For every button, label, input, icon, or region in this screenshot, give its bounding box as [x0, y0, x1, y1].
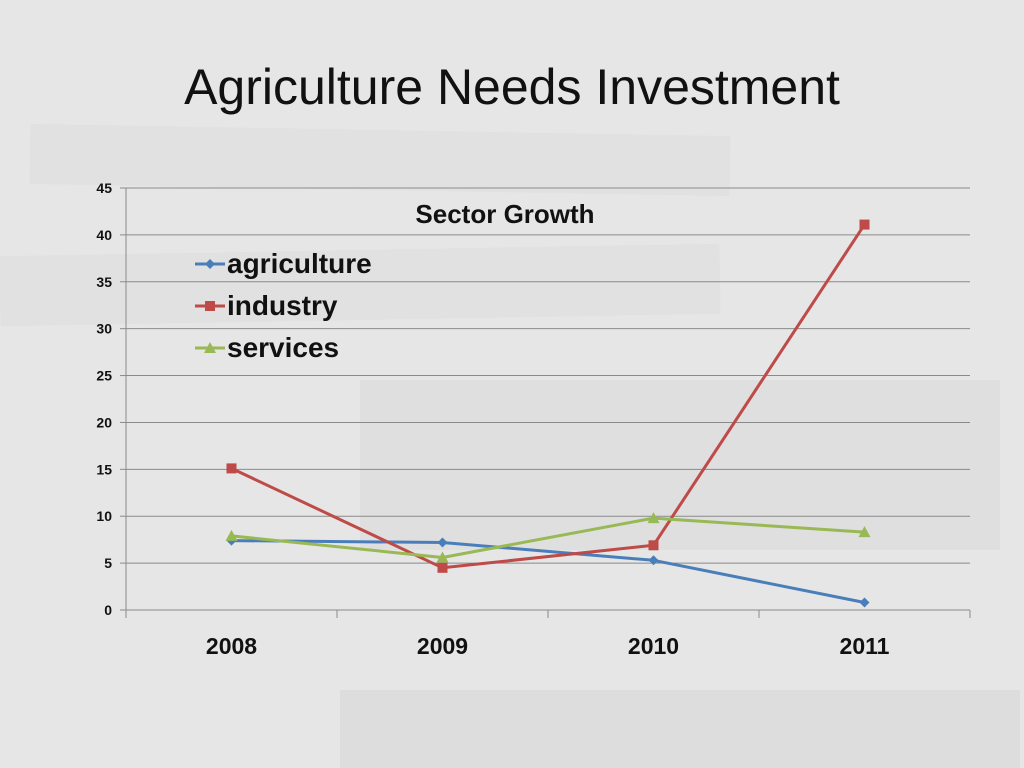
x-axis-ticks: 2008 2009 2010 2011 [125, 610, 971, 659]
legend-marker [204, 342, 216, 353]
data-point [859, 219, 870, 230]
y-tick-label: 45 [96, 180, 112, 196]
legend-item: industry [195, 290, 338, 321]
series-services [225, 512, 871, 563]
series-line [230, 223, 866, 570]
legend-marker [205, 259, 215, 269]
data-point [225, 529, 238, 541]
data-point [859, 597, 870, 608]
y-tick-label: 20 [96, 414, 112, 430]
legend-item: services [195, 332, 339, 363]
legend-label: industry [227, 290, 338, 321]
slide-title: Agriculture Needs Investment [184, 59, 840, 115]
y-tick-label: 40 [96, 227, 112, 243]
series-line [231, 516, 865, 559]
data-point [647, 512, 660, 524]
x-tick-label: 2010 [628, 633, 679, 659]
y-tick-label: 35 [96, 274, 112, 290]
x-tick-label: 2011 [840, 633, 890, 659]
background-shape [360, 380, 1000, 550]
data-point [437, 562, 448, 573]
series-line [231, 539, 865, 604]
data-point [436, 551, 449, 563]
y-tick-label: 0 [104, 602, 112, 618]
chart-legend: agriculture industry services [195, 248, 372, 363]
data-point [858, 526, 871, 538]
x-tick-label: 2009 [417, 633, 468, 659]
x-tick-label: 2008 [206, 633, 257, 659]
y-tick-label: 10 [96, 508, 112, 524]
legend-label: services [227, 332, 339, 363]
legend-marker [205, 301, 215, 311]
y-tick-label: 15 [96, 461, 112, 477]
chart-series [225, 219, 871, 608]
y-tick-label: 25 [96, 368, 112, 384]
data-point [648, 540, 659, 551]
background-shape [340, 690, 1020, 768]
series-industry [226, 219, 870, 573]
chart-gridlines [126, 187, 970, 564]
y-tick-label: 30 [96, 321, 112, 337]
legend-item: agriculture [195, 248, 372, 279]
y-tick-label: 5 [104, 555, 112, 571]
data-point [226, 463, 237, 474]
data-point [437, 537, 448, 548]
y-axis-ticks: 0 5 10 15 20 25 30 35 40 45 [96, 180, 126, 618]
data-point [648, 555, 659, 566]
chart-title: Sector Growth [415, 199, 594, 229]
legend-label: agriculture [227, 248, 372, 279]
